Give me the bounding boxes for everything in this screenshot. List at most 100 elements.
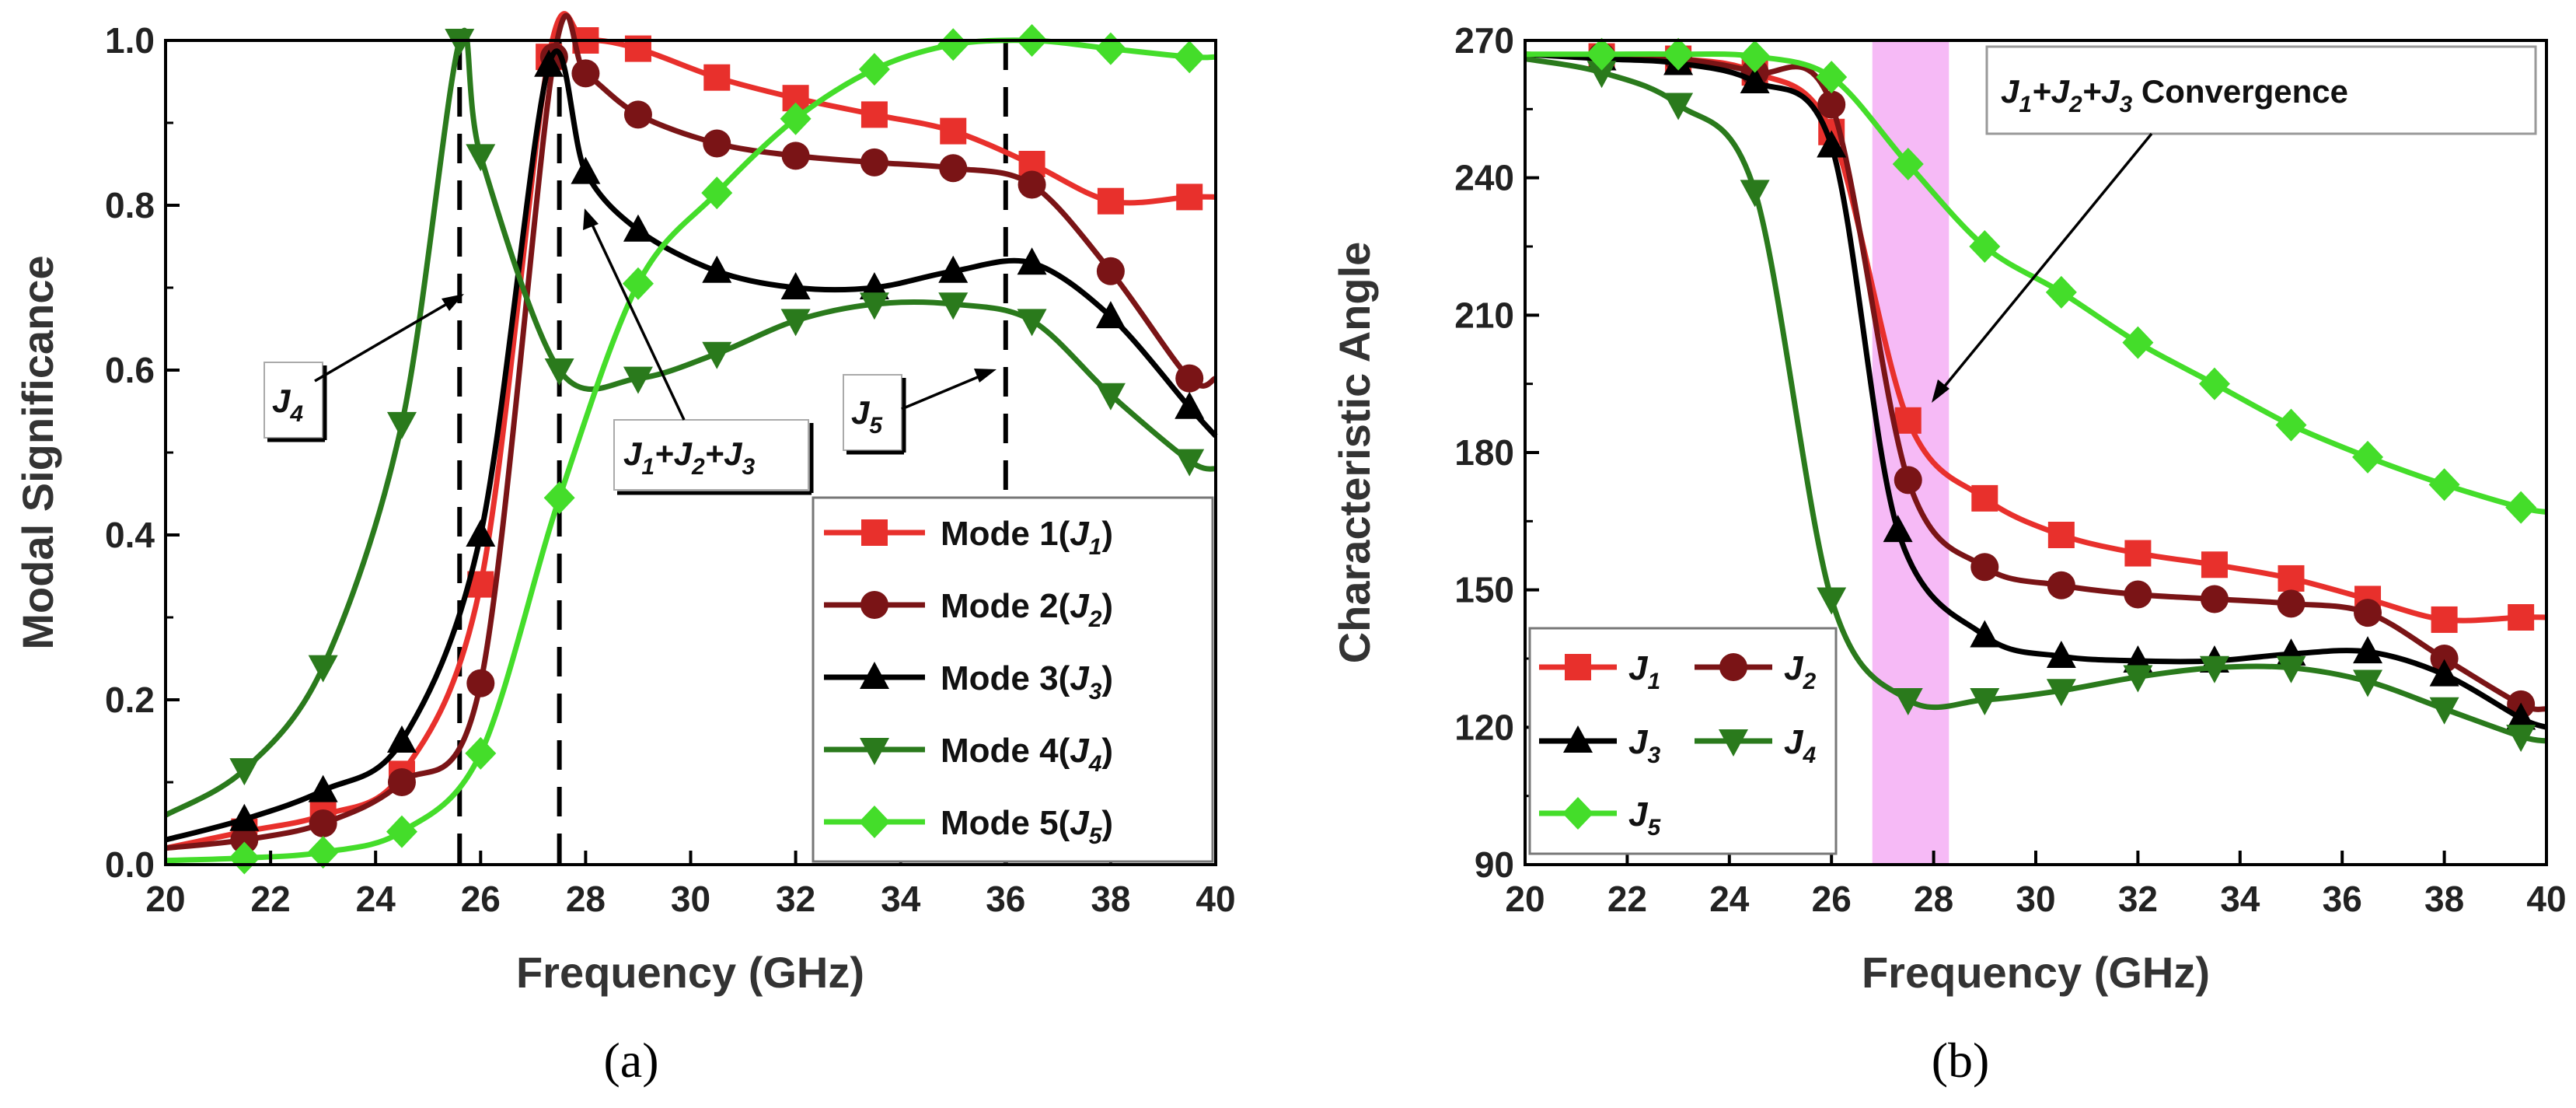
panel-a-point-m5-12: [1094, 32, 1126, 65]
panel-b-point-a2-10: [2277, 589, 2305, 618]
panel-a-point-m4-9: [780, 309, 811, 337]
panel-a-point-m2-6: [571, 59, 600, 88]
panel-b-series-a4: [1524, 56, 2547, 753]
panel-a-xtick-label: 22: [251, 879, 291, 919]
panel-a-point-m4-4: [445, 29, 475, 56]
panel-b-point-a3-13: [2506, 702, 2536, 730]
panel-b-point-a5-6: [1969, 230, 2001, 263]
panel-a-point-m2-2: [309, 809, 337, 837]
panel-b-convergence-band: [1872, 40, 1949, 865]
panel-a-point-m4-8: [702, 341, 732, 369]
panel-a-point-m4-11: [938, 292, 969, 320]
panel-b-point-a2-9: [2200, 585, 2229, 613]
panel-b-point-a2-4: [1817, 90, 1846, 119]
panel-a-label: (a): [603, 1033, 658, 1088]
panel-a-series-m3: [165, 48, 1218, 843]
legend-marker-a1: [1565, 654, 1591, 680]
panel-b-xtick-label: 36: [2323, 879, 2362, 919]
panel-b-ytick-label: 270: [1454, 20, 1514, 61]
panel-b-line-a1: [1524, 51, 2547, 624]
panel-b-xtick-label: 20: [1505, 879, 1545, 919]
panel-b-characteristic-angle: 20 22 24 26 28 30 32 34 36 38 40 90 120 150 180 210 240 2…: [1330, 20, 2567, 1088]
panel-a-point-m4-2: [308, 655, 338, 683]
panel-b-series-a5: [1525, 37, 2547, 524]
panel-b-point-a4-7: [2046, 679, 2076, 707]
panel-b-point-a4-9: [2199, 655, 2229, 683]
panel-a-point-m3-7: [623, 214, 653, 242]
legend-label-m5: Mode 5(J5): [941, 804, 1113, 849]
panel-b-point-a5-10: [2275, 408, 2307, 442]
panel-b-legend: J1 J2 J3 J4 J5: [1528, 627, 1838, 855]
panel-b-point-a5-7: [2045, 275, 2077, 309]
panel-b-point-a2-12: [2430, 645, 2459, 673]
panel-b-point-a1-9: [2201, 551, 2228, 578]
panel-a-point-m4-12: [1017, 309, 1047, 337]
panel-b-y-axis-title: Characteristic Angle: [1330, 242, 1379, 664]
panel-b-point-a3-7: [2046, 641, 2076, 669]
panel-a-xtick-label: 34: [881, 879, 921, 919]
annotation-j4: J4: [264, 294, 464, 442]
panel-b-point-a2-5: [1894, 466, 1922, 495]
panel-b-ytick-label: 150: [1454, 570, 1514, 610]
panel-a-ytick-label: 0.4: [105, 515, 155, 555]
legend-label-m2: Mode 2(J2): [941, 587, 1113, 632]
panel-b-point-a5-2: [1663, 37, 1695, 71]
panel-a-point-m2-3: [387, 768, 416, 796]
panel-a-point-m2-8: [703, 129, 731, 158]
panel-a-point-m5-6: [622, 267, 654, 300]
panel-b-series-a3: [1524, 43, 2548, 730]
panel-b-point-a1-6: [1971, 484, 1998, 512]
panel-b-point-a5-4: [1816, 61, 1848, 94]
panel-a-legend: Mode 1(J1) Mode 2(J2) Mode 3(J3) Mode 4(J4)…: [812, 496, 1214, 863]
panel-a-point-m2-12: [1017, 170, 1046, 199]
panel-b-point-a4-1: [1586, 61, 1617, 89]
panel-b-point-a5-5: [1892, 148, 1924, 180]
panel-b-xtick-label: 34: [2220, 879, 2260, 919]
legend-label-a1: J1: [1628, 649, 1660, 694]
panel-a-point-m1-13: [1097, 187, 1124, 215]
panel-a-point-m2-9: [781, 142, 810, 170]
panel-a-point-m3-1: [229, 803, 260, 831]
panel-a-point-m4-1: [229, 758, 260, 786]
legend-label-a2: J2: [1784, 649, 1816, 694]
legend-marker-m3: [860, 662, 889, 689]
panel-a-point-m2-1: [230, 826, 259, 855]
panel-b-point-a5-13: [2505, 491, 2537, 524]
panel-b-xtick-label: 22: [1607, 879, 1647, 919]
panel-a-point-m3-2: [308, 774, 338, 802]
panel-a-y-axis-title: Modal Significance: [13, 255, 62, 649]
panel-b-point-a4-4: [1817, 587, 1847, 615]
panel-b-point-a1-10: [2278, 564, 2305, 592]
panel-a-xtick-label: 32: [776, 879, 815, 919]
panel-a-point-m2-11: [939, 154, 968, 183]
panel-a-point-m3-14: [1175, 391, 1205, 419]
panel-b-legend-item-a1: J1: [1539, 649, 1660, 694]
panel-a-xtick-label: 26: [461, 879, 501, 919]
panel-b-point-a4-13: [2506, 725, 2536, 753]
panel-b-point-a5-12: [2428, 468, 2460, 502]
panel-b-point-a4-11: [2353, 669, 2383, 697]
annotation-convergence: J1+J2+J3 Convergence: [1932, 45, 2537, 403]
panel-a-legend-item-m4: Mode 4(J4): [824, 732, 1113, 777]
panel-a-point-m3-5: [534, 49, 564, 77]
panel-b-point-a4-5: [1893, 688, 1923, 715]
panel-b-x-axis-title: Frequency (GHz): [1862, 948, 2210, 997]
panel-a-xtick-label: 30: [671, 879, 710, 919]
panel-a-legend-item-m2: Mode 2(J2): [824, 587, 1113, 632]
panel-a-point-m3-9: [780, 272, 811, 299]
legend-label-m1: Mode 1(J1): [941, 515, 1113, 560]
panel-a-point-m5-3: [386, 815, 417, 848]
panel-a-legend-item-m1: Mode 1(J1): [824, 515, 1113, 560]
panel-a-point-m4-13: [1095, 383, 1126, 411]
panel-a-series-m4: [164, 27, 1217, 818]
panel-b-point-a5-1: [1586, 37, 1618, 71]
panel-b-series-a2: [1524, 42, 2547, 718]
panel-b-point-a1-7: [2047, 522, 2075, 548]
panel-b-ytick-label: 240: [1454, 158, 1514, 198]
panel-b-point-a4-10: [2276, 655, 2306, 683]
panel-b-point-a3-6: [1970, 620, 2000, 648]
panel-b-point-a3-12: [2429, 659, 2459, 687]
panel-a-point-m1-8: [703, 64, 731, 91]
panel-b-point-a4-6: [1970, 688, 2000, 715]
